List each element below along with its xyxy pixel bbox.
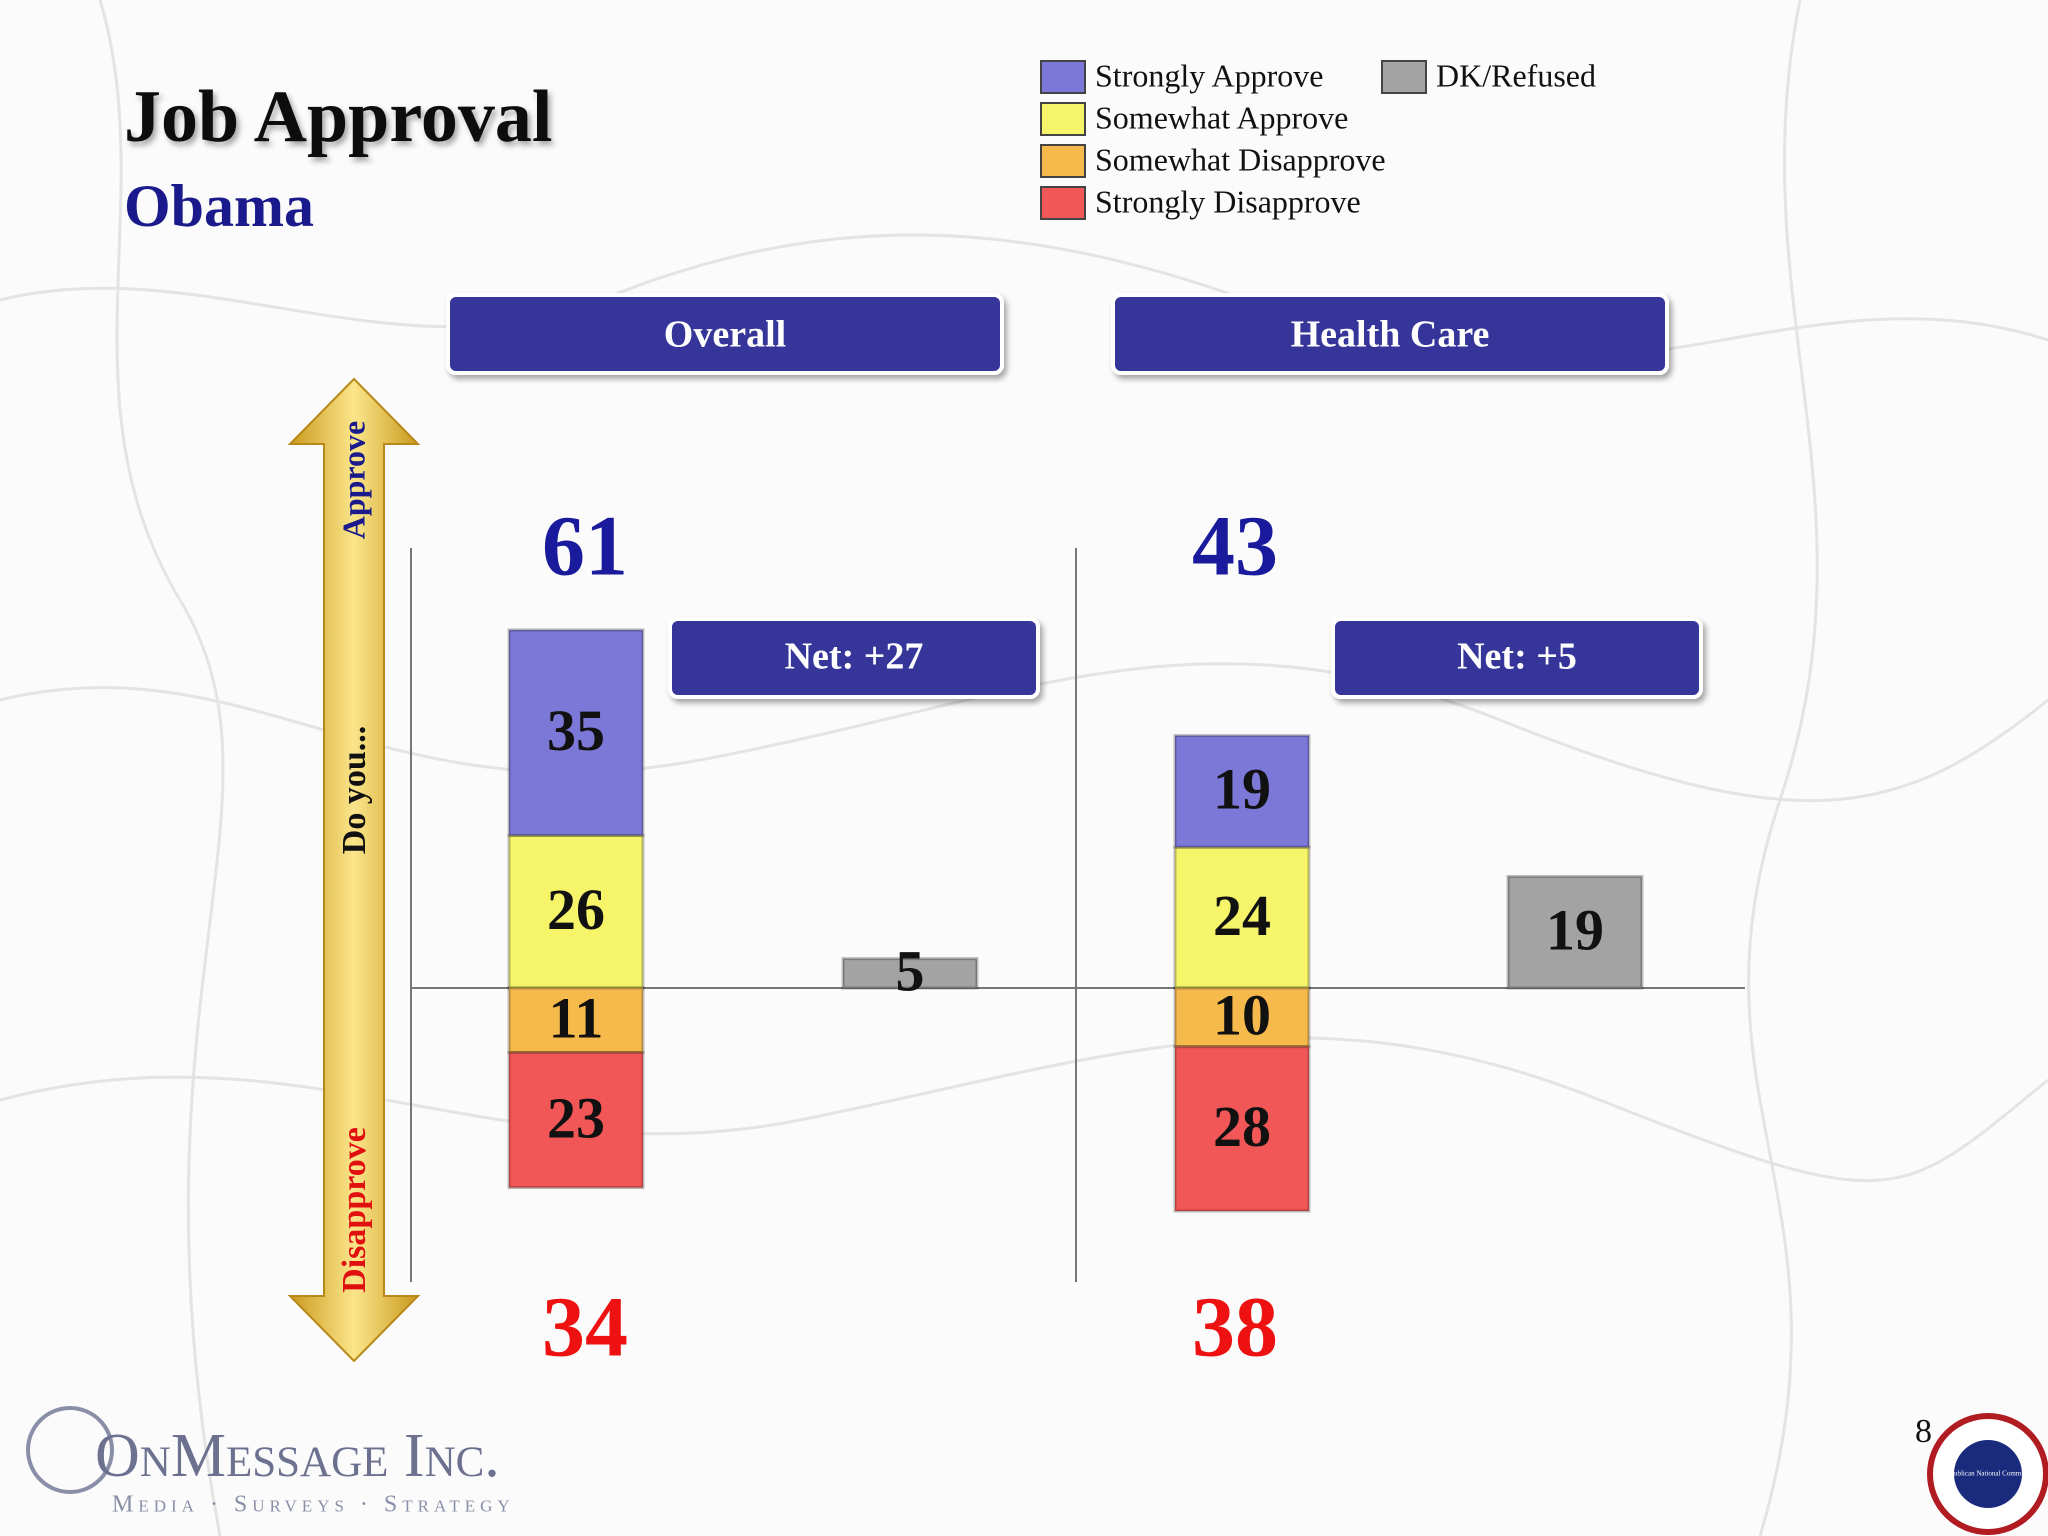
category-header bbox=[1111, 293, 1669, 375]
disapprove-total: 34 bbox=[542, 1279, 628, 1375]
legend-label: Strongly Approve bbox=[1095, 57, 1323, 93]
legend-label: DK/Refused bbox=[1436, 57, 1596, 93]
axis-top-label: Approve bbox=[335, 421, 371, 540]
category-label: Health Care bbox=[1291, 314, 1490, 356]
category-header bbox=[446, 293, 1004, 375]
data-label: 26 bbox=[547, 877, 605, 942]
bar-segment bbox=[1173, 734, 1311, 849]
data-label: 19 bbox=[1213, 757, 1271, 822]
net-box bbox=[1331, 617, 1703, 699]
data-label: 35 bbox=[547, 698, 605, 763]
net-box bbox=[668, 617, 1040, 699]
logo-name: OnMessage Inc. bbox=[95, 1422, 500, 1490]
data-label: 10 bbox=[1213, 983, 1271, 1048]
seal-text: Republican National Committee bbox=[1943, 1470, 2034, 1478]
legend-swatch bbox=[1040, 102, 1086, 136]
bar-segment bbox=[841, 957, 979, 990]
seal: Republican National Committee bbox=[1927, 1413, 2048, 1535]
subtitle: Obama bbox=[124, 173, 314, 239]
logo-tagline: Media · Surveys · Strategy bbox=[112, 1492, 515, 1518]
legend-swatch bbox=[1040, 60, 1086, 94]
legend-label: Somewhat Disapprove bbox=[1095, 141, 1386, 177]
legend-swatch bbox=[1381, 60, 1427, 94]
axis-bottom-label: Disapprove bbox=[336, 1127, 373, 1293]
data-label: 11 bbox=[549, 986, 604, 1051]
net-label: Net: +5 bbox=[1457, 636, 1577, 678]
data-label: 28 bbox=[1213, 1094, 1271, 1159]
legend-swatch bbox=[1040, 144, 1086, 178]
bar-segment bbox=[507, 1051, 645, 1190]
data-label: 5 bbox=[896, 939, 925, 1004]
data-label: 23 bbox=[547, 1085, 605, 1150]
approve-total: 61 bbox=[542, 498, 628, 594]
axis-middle-label: Do you... bbox=[336, 726, 373, 854]
net-label: Net: +27 bbox=[785, 636, 924, 678]
bar-segment bbox=[1173, 986, 1311, 1049]
legend-label: Strongly Disapprove bbox=[1095, 183, 1361, 219]
logo: OnMessage Inc. Media · Surveys · Strateg… bbox=[26, 1406, 515, 1518]
bar-segment bbox=[1173, 1045, 1311, 1213]
bar-segment bbox=[1506, 874, 1644, 990]
disapprove-total: 38 bbox=[1192, 1279, 1278, 1375]
approve-total: 43 bbox=[1192, 498, 1278, 594]
legend-label: Somewhat Approve bbox=[1095, 99, 1348, 135]
arrow bbox=[287, 377, 421, 1363]
data-label: 24 bbox=[1213, 883, 1271, 948]
category-label: Overall bbox=[664, 314, 786, 356]
title: Job Approval bbox=[124, 76, 552, 158]
page-number: 8 bbox=[1915, 1413, 1932, 1450]
bar-segment bbox=[507, 833, 645, 990]
bar-segment bbox=[507, 986, 645, 1055]
legend-swatch bbox=[1040, 186, 1086, 220]
bar-segment bbox=[1173, 845, 1311, 990]
data-label: 19 bbox=[1546, 898, 1604, 963]
bar-segment bbox=[507, 628, 645, 837]
